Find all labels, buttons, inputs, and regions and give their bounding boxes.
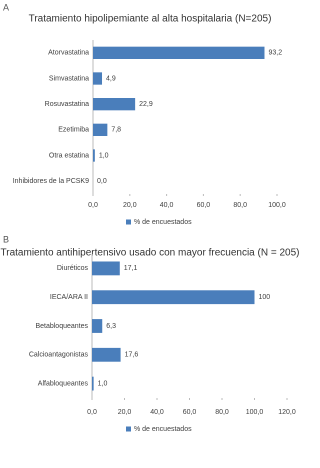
x-tick-label: 80,0 [215, 409, 229, 416]
x-tick-label: 60,0 [183, 409, 197, 416]
value-label: 0,0 [97, 178, 107, 185]
value-label: 7,8 [111, 127, 121, 134]
value-label: 93,2 [268, 50, 282, 57]
value-label: 4,9 [106, 75, 116, 82]
y-tick-label: Otra estatina [49, 152, 89, 159]
y-tick-label: Inhibidores de la PCSK9 [13, 178, 89, 185]
bar [92, 261, 120, 276]
x-tick-label: 100,0 [246, 409, 264, 416]
value-label: 17,6 [125, 352, 139, 359]
legend-swatch [126, 219, 131, 225]
value-label: 17,1 [124, 265, 138, 272]
y-tick-label: Calcioantagonistas [29, 352, 89, 359]
y-tick-label: Alfabloqueantes [38, 380, 89, 387]
value-label: 100 [259, 294, 271, 301]
bar [92, 376, 94, 391]
value-label: 6,3 [106, 323, 116, 330]
chart-title: Tratamiento antihipertensivo usado con m… [1, 248, 300, 259]
x-tick-label: 80,0 [233, 202, 247, 209]
x-tick-label: 40,0 [150, 409, 164, 416]
y-tick-label: Betabloqueantes [35, 323, 88, 330]
panel-label: B [3, 234, 9, 244]
x-tick-label: 100,0 [268, 202, 286, 209]
x-tick-label: 0,0 [87, 409, 97, 416]
bar [92, 319, 103, 333]
value-label: 22,9 [139, 101, 153, 108]
bar [92, 347, 121, 362]
value-label: 1,0 [99, 152, 109, 159]
y-tick-label: IECA/ARA II [50, 294, 88, 301]
bar [92, 290, 255, 305]
bar [93, 149, 95, 162]
bar [93, 123, 108, 136]
x-tick-label: 20,0 [123, 202, 137, 209]
bar [93, 46, 265, 59]
x-tick-label: 60,0 [197, 202, 211, 209]
legend-label: % de encuestados [134, 426, 192, 433]
legend-swatch [126, 426, 131, 432]
x-tick-label: 20,0 [118, 409, 132, 416]
figure: A Tratamiento hipolipemiante al alta hosp… [1, 2, 300, 433]
x-tick-label: 40,0 [160, 202, 174, 209]
y-tick-label: Ezetimiba [58, 127, 89, 134]
chart-title: Tratamiento hipolipemiante al alta hospi… [29, 14, 272, 25]
bar [93, 98, 136, 111]
y-tick-label: Atorvastatina [48, 50, 89, 57]
panel-label: A [3, 2, 9, 12]
x-tick-label: 120,0 [278, 409, 296, 416]
bar [93, 72, 103, 85]
y-tick-label: Diuréticos [57, 265, 89, 272]
y-tick-label: Rosuvastatina [45, 101, 89, 108]
value-label: 1,0 [98, 380, 108, 387]
y-tick-label: Simvastatina [49, 75, 89, 82]
legend-label: % de encuestados [134, 219, 192, 226]
x-tick-label: 0,0 [88, 202, 98, 209]
